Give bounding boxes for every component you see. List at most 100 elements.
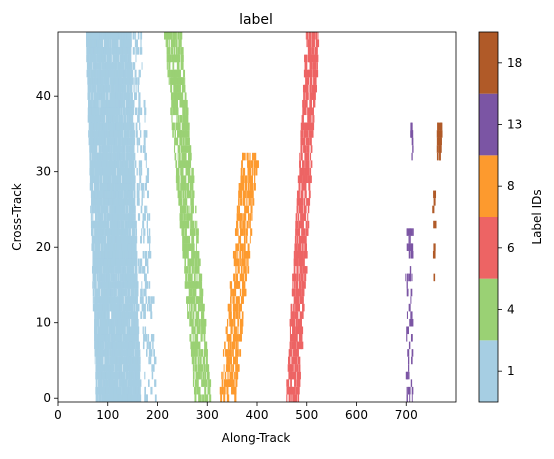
heatmap-cell	[289, 341, 292, 350]
heatmap-cell	[187, 115, 189, 123]
heatmap-cell	[123, 334, 125, 342]
heatmap-cell	[171, 77, 174, 85]
heatmap-cell	[176, 32, 178, 40]
heatmap-cell	[86, 32, 89, 40]
heatmap-cell	[135, 84, 137, 93]
heatmap-cell	[119, 145, 121, 153]
heatmap-cell	[128, 145, 130, 153]
heatmap-cell	[202, 394, 205, 402]
heatmap-cell	[120, 364, 122, 372]
heatmap-cell	[148, 341, 151, 350]
heatmap-cell	[133, 258, 136, 267]
heatmap-cell	[196, 341, 198, 350]
heatmap-cell	[90, 62, 93, 70]
heatmap-cell	[291, 349, 293, 357]
heatmap-cell	[186, 243, 188, 251]
heatmap-cell	[104, 364, 106, 372]
heatmap-cell	[130, 258, 133, 267]
heatmap-cell	[112, 130, 114, 138]
heatmap-cell	[144, 205, 147, 214]
heatmap-cell	[143, 334, 146, 342]
heatmap-cell	[191, 167, 194, 176]
heatmap-cell	[137, 32, 140, 40]
heatmap-cell	[112, 92, 114, 100]
heatmap-cell	[103, 386, 105, 395]
heatmap-cell	[87, 47, 89, 55]
heatmap-cell	[129, 371, 132, 380]
heatmap-cell	[201, 364, 204, 372]
heatmap-cell	[303, 235, 305, 244]
heatmap-cell	[96, 394, 99, 402]
heatmap-cell	[100, 183, 102, 191]
heatmap-cell	[122, 386, 124, 395]
heatmap-cell	[191, 213, 193, 221]
heatmap-cell	[180, 32, 183, 40]
heatmap-cell	[174, 152, 177, 161]
heatmap-cell	[107, 296, 110, 304]
heatmap-cell	[185, 130, 188, 138]
heatmap-cell	[97, 122, 99, 131]
heatmap-cell	[127, 84, 130, 93]
heatmap-cell	[104, 198, 106, 206]
heatmap-cell	[104, 349, 106, 357]
heatmap-cell	[117, 281, 120, 289]
heatmap-cell	[136, 356, 138, 365]
heatmap-cell	[148, 228, 151, 236]
heatmap-cell	[105, 160, 107, 168]
heatmap-cell	[130, 167, 132, 176]
heatmap-cell	[104, 54, 107, 63]
heatmap-cell	[111, 326, 114, 335]
heatmap-cell	[109, 258, 111, 267]
heatmap-cell	[131, 228, 133, 236]
heatmap-cell	[123, 371, 126, 380]
heatmap-cell	[189, 160, 192, 168]
heatmap-cell	[115, 77, 118, 85]
heatmap-cell	[143, 235, 145, 244]
heatmap-cell	[103, 258, 106, 267]
heatmap-cell	[133, 296, 135, 304]
heatmap-cell	[106, 190, 109, 199]
heatmap-cell	[130, 137, 132, 146]
heatmap-cell	[100, 220, 102, 229]
heatmap-cell	[123, 364, 126, 372]
heatmap-cell	[120, 107, 122, 116]
heatmap-cell	[124, 235, 127, 244]
heatmap-cell	[130, 47, 132, 55]
heatmap-cell	[292, 311, 295, 319]
heatmap-cell	[110, 334, 112, 342]
heatmap-cell	[132, 303, 134, 312]
heatmap-cell	[198, 371, 200, 380]
heatmap-cell	[108, 311, 110, 319]
heatmap-cell	[109, 334, 111, 342]
heatmap-cell	[133, 311, 136, 319]
heatmap-cell	[195, 258, 198, 267]
heatmap-cell	[197, 258, 200, 267]
heatmap-cell	[117, 394, 120, 402]
heatmap-cell	[200, 356, 202, 365]
heatmap-cell	[93, 190, 95, 199]
heatmap-cell	[97, 137, 99, 146]
heatmap-cell	[173, 145, 176, 153]
heatmap-cell	[128, 243, 130, 251]
heatmap-cell	[107, 258, 110, 267]
heatmap-cell	[110, 175, 112, 184]
heatmap-cell	[117, 160, 120, 168]
heatmap-cell	[146, 258, 148, 267]
heatmap-cell	[202, 311, 204, 319]
heatmap-cell	[108, 318, 111, 327]
heatmap-cell	[177, 107, 179, 116]
heatmap-cell	[119, 32, 121, 40]
heatmap-cell	[203, 334, 205, 342]
heatmap-cell	[98, 318, 100, 327]
heatmap-cell	[192, 175, 195, 184]
heatmap-cell	[97, 175, 100, 184]
heatmap-cell	[111, 107, 114, 116]
heatmap-cell	[114, 341, 117, 350]
heatmap-cell	[123, 54, 125, 63]
heatmap-cell	[174, 54, 176, 63]
heatmap-cell	[123, 205, 126, 214]
heatmap-cell	[172, 107, 175, 116]
heatmap-cell	[95, 183, 98, 191]
heatmap-cell	[119, 137, 122, 146]
